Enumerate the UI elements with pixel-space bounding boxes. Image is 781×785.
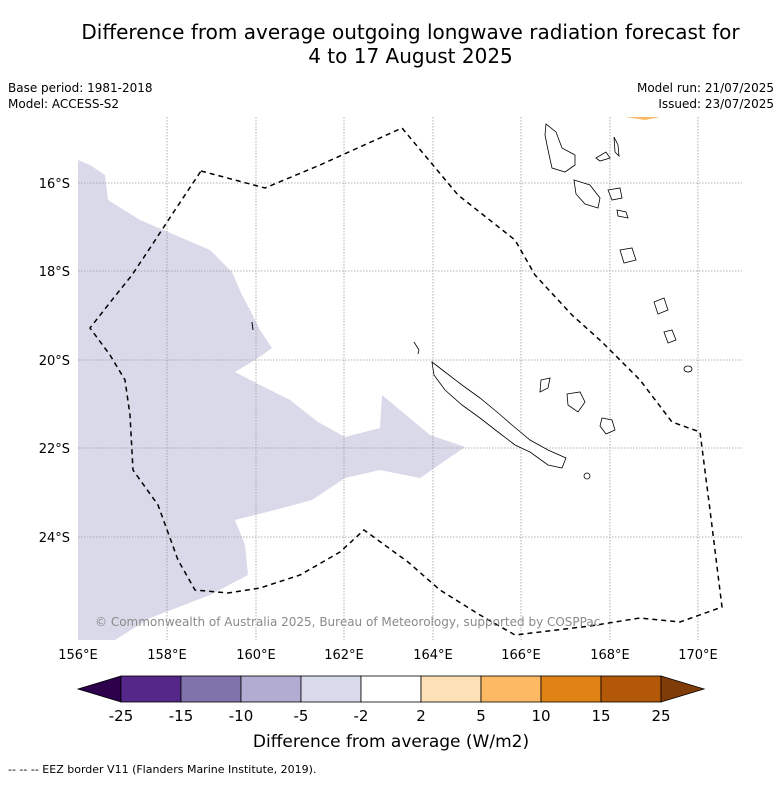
espiritu-santo-island bbox=[544, 123, 576, 173]
colorbar-segment bbox=[180, 675, 242, 703]
pentecost-ambrym-islands bbox=[607, 187, 623, 201]
colorbar-label: Difference from average (W/m2) bbox=[253, 732, 529, 752]
colorbar-segment bbox=[600, 675, 662, 703]
lifou-island bbox=[566, 391, 586, 413]
title-line-2: 4 to 17 August 2025 bbox=[308, 44, 513, 68]
chart-title: Difference from average outgoing longwav… bbox=[0, 20, 781, 68]
colorbar-tick: 5 bbox=[476, 707, 486, 725]
efate-island bbox=[619, 247, 637, 264]
mare-island bbox=[599, 417, 616, 435]
issued-date: Issued: 23/07/2025 bbox=[658, 97, 774, 111]
colorbar-segment bbox=[120, 675, 182, 703]
colorbar-segment-below bbox=[76, 675, 122, 703]
colorbar-segment bbox=[360, 675, 422, 703]
colorbar-tick: 15 bbox=[591, 707, 610, 725]
lon-axis-labels: 156°E 158°E 160°E 162°E 164°E 166°E 168°… bbox=[58, 648, 718, 663]
tanna-island bbox=[663, 329, 677, 344]
ambae-island bbox=[595, 151, 611, 162]
colorbar-tick: 25 bbox=[651, 707, 670, 725]
walpole-island bbox=[583, 472, 591, 480]
colorbar-tick: 10 bbox=[531, 707, 550, 725]
colorbar-segment bbox=[540, 675, 602, 703]
colorbar-segment bbox=[300, 675, 362, 703]
colorbar-tick: -5 bbox=[294, 707, 309, 725]
anomaly-region bbox=[78, 160, 465, 640]
meta-left: Base period: 1981-2018 Model: ACCESS-S2 bbox=[8, 80, 153, 112]
lon-label-162: 162°E bbox=[324, 648, 364, 663]
colorbar-segment bbox=[420, 675, 482, 703]
lat-label-22: 22°S bbox=[39, 442, 70, 457]
erromango-island bbox=[653, 297, 669, 315]
belep-islands bbox=[413, 341, 420, 355]
title-line-1: Difference from average outgoing longwav… bbox=[81, 20, 740, 44]
lat-label-20: 20°S bbox=[39, 354, 70, 369]
lat-axis-labels: 16°S 18°S 20°S 22°S 24°S bbox=[39, 177, 70, 546]
lon-label-168: 168°E bbox=[590, 648, 630, 663]
colorbar-segment-above bbox=[660, 675, 706, 703]
lon-label-164: 164°E bbox=[413, 648, 453, 663]
lon-label-170: 170°E bbox=[678, 648, 718, 663]
colorbar-tick: -2 bbox=[354, 707, 369, 725]
lon-label-158: 158°E bbox=[147, 648, 187, 663]
lon-label-156: 156°E bbox=[58, 648, 98, 663]
lat-label-24: 24°S bbox=[39, 531, 70, 546]
aneityum-island bbox=[683, 365, 693, 373]
model-name: Model: ACCESS-S2 bbox=[8, 97, 120, 111]
meta-right: Model run: 21/07/2025 Issued: 23/07/2025 bbox=[637, 80, 774, 112]
colorbar bbox=[76, 675, 706, 703]
copyright-note: © Commonwealth of Australia 2025, Bureau… bbox=[95, 615, 600, 629]
chesterfield-islands bbox=[251, 321, 254, 331]
base-period: Base period: 1981-2018 bbox=[8, 81, 153, 95]
epi-islands bbox=[616, 209, 629, 219]
ouvea-island bbox=[539, 377, 551, 393]
maewo-island bbox=[613, 136, 620, 158]
eez-legend-note: -- -- -- EEZ border V11 (Flanders Marine… bbox=[8, 763, 317, 776]
colorbar-tick: 2 bbox=[416, 707, 426, 725]
colorbar-segment bbox=[240, 675, 302, 703]
lat-label-16: 16°S bbox=[39, 177, 70, 192]
colorbar-tick: -10 bbox=[229, 707, 254, 725]
eez-border bbox=[89, 127, 723, 636]
malekula-island bbox=[573, 179, 601, 209]
lon-label-166: 166°E bbox=[501, 648, 541, 663]
colorbar-segment bbox=[480, 675, 542, 703]
new-caledonia-island bbox=[431, 361, 567, 469]
lon-label-160: 160°E bbox=[236, 648, 276, 663]
lat-label-18: 18°S bbox=[39, 265, 70, 280]
model-run: Model run: 21/07/2025 bbox=[636, 81, 774, 95]
colorbar-ticks: -25 -15 -10 -5 -2 2 5 10 15 25 bbox=[109, 707, 671, 725]
colorbar-tick: -25 bbox=[109, 707, 134, 725]
positive-anomaly-patch bbox=[626, 117, 660, 120]
colorbar-tick: -15 bbox=[169, 707, 194, 725]
grid-lines bbox=[78, 117, 742, 640]
